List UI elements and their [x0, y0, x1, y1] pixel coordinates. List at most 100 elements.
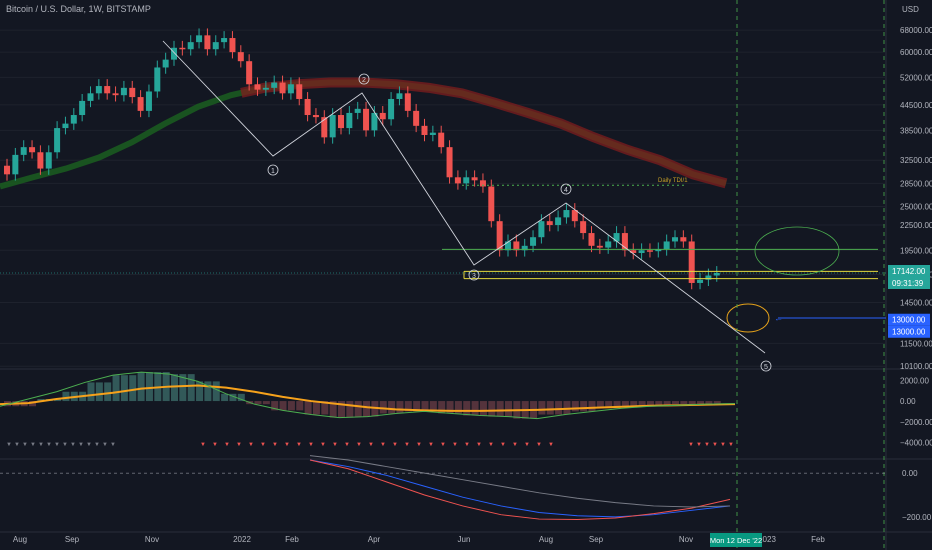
candle-body[interactable] — [496, 221, 503, 251]
candle-body[interactable] — [546, 221, 553, 226]
signal-marker: ▼ — [356, 442, 362, 448]
candle-body[interactable] — [162, 59, 169, 68]
candle-body[interactable] — [37, 152, 44, 169]
signal-marker: ▼ — [368, 442, 374, 448]
candle-body[interactable] — [429, 132, 436, 135]
candle-body[interactable] — [630, 250, 637, 254]
candle-body[interactable] — [62, 123, 69, 129]
candle-body[interactable] — [555, 217, 562, 226]
candle-body[interactable] — [145, 91, 152, 111]
candle-body[interactable] — [672, 237, 678, 242]
signal-marker: ▼ — [6, 442, 12, 448]
candle-body[interactable] — [45, 152, 52, 169]
candle-body[interactable] — [229, 38, 236, 53]
candle-body[interactable] — [70, 115, 77, 124]
candle-body[interactable] — [379, 112, 386, 120]
candle-body[interactable] — [287, 84, 294, 94]
candle-body[interactable] — [404, 93, 411, 111]
candle-body[interactable] — [20, 147, 27, 155]
candle-body[interactable] — [112, 93, 119, 96]
candle-body[interactable] — [54, 128, 61, 153]
candle-body[interactable] — [521, 245, 528, 251]
candle-body[interactable] — [104, 86, 111, 94]
candle-body[interactable] — [446, 147, 453, 178]
candle-body[interactable] — [663, 241, 670, 250]
histogram-bar — [120, 375, 128, 402]
candle-body[interactable] — [171, 47, 177, 60]
candle-body[interactable] — [154, 67, 161, 92]
candle-body[interactable] — [129, 87, 136, 98]
candle-body[interactable] — [479, 180, 486, 187]
candle-body[interactable] — [680, 237, 687, 242]
candle-body[interactable] — [29, 147, 36, 153]
candle-body[interactable] — [646, 250, 653, 252]
candle-body[interactable] — [279, 82, 286, 94]
histogram-bar — [388, 401, 396, 414]
candle-body[interactable] — [463, 177, 470, 184]
candle-body[interactable] — [396, 93, 403, 99]
candle-body[interactable] — [196, 35, 203, 43]
signal-marker: ▼ — [86, 442, 92, 448]
candle-body[interactable] — [137, 97, 144, 111]
candle-body[interactable] — [513, 241, 520, 251]
candle-body[interactable] — [271, 82, 278, 88]
candle-body[interactable] — [304, 98, 311, 116]
candle-body[interactable] — [471, 177, 478, 181]
candle-body[interactable] — [621, 233, 628, 251]
candle-body[interactable] — [371, 112, 378, 131]
candle-body[interactable] — [454, 177, 461, 184]
candle-body[interactable] — [363, 108, 370, 131]
candle-body[interactable] — [488, 186, 495, 222]
candle-body[interactable] — [588, 233, 595, 246]
candle-body[interactable] — [79, 100, 86, 116]
candle-body[interactable] — [187, 42, 194, 50]
candle-body[interactable] — [580, 221, 587, 234]
candle-body[interactable] — [655, 249, 662, 252]
candle-body[interactable] — [421, 125, 428, 135]
candle-body[interactable] — [705, 275, 712, 280]
candle-body[interactable] — [438, 132, 445, 148]
candle-body[interactable] — [713, 272, 720, 276]
candle-body[interactable] — [296, 84, 303, 99]
symbol-title: Bitcoin / U.S. Dollar, 1W, BITSTAMP — [6, 4, 151, 14]
candle-body[interactable] — [538, 221, 545, 238]
candle-body[interactable] — [312, 115, 319, 118]
candle-body[interactable] — [613, 233, 620, 242]
wave-label-circle — [560, 183, 572, 195]
candle-body[interactable] — [246, 61, 253, 85]
candle-body[interactable] — [262, 87, 269, 90]
candle-body[interactable] — [505, 241, 511, 251]
candle-body[interactable] — [254, 84, 261, 90]
candle-body[interactable] — [237, 52, 244, 62]
candle-body[interactable] — [221, 38, 228, 43]
candle-body[interactable] — [354, 108, 361, 113]
candle-body[interactable] — [120, 87, 127, 96]
candle-body[interactable] — [204, 35, 211, 50]
candle-body[interactable] — [87, 93, 94, 101]
candle-body[interactable] — [321, 117, 328, 138]
candle-body[interactable] — [638, 250, 645, 254]
candle-body[interactable] — [4, 165, 10, 175]
candle-body[interactable] — [338, 115, 344, 129]
candle-body[interactable] — [697, 279, 704, 283]
histogram-bar — [655, 401, 663, 406]
candle-body[interactable] — [530, 237, 537, 246]
histogram-bar — [638, 401, 646, 407]
candle-body[interactable] — [12, 154, 19, 175]
candle-body[interactable] — [571, 210, 578, 222]
histogram-bar — [705, 401, 713, 404]
candle-body[interactable] — [563, 210, 570, 218]
candle-body[interactable] — [605, 241, 612, 248]
candle-body[interactable] — [329, 115, 336, 138]
candle-body[interactable] — [95, 86, 102, 94]
candle-body[interactable] — [179, 47, 186, 50]
candle-body[interactable] — [388, 98, 395, 120]
candle-body[interactable] — [688, 241, 695, 283]
candle-body[interactable] — [212, 42, 219, 50]
candle-body[interactable] — [346, 112, 353, 129]
wave-label-5: 5 — [764, 364, 768, 371]
candle-body[interactable] — [413, 110, 420, 126]
candle-body[interactable] — [596, 245, 603, 248]
lower-tick-label: −200.00 — [902, 513, 932, 522]
